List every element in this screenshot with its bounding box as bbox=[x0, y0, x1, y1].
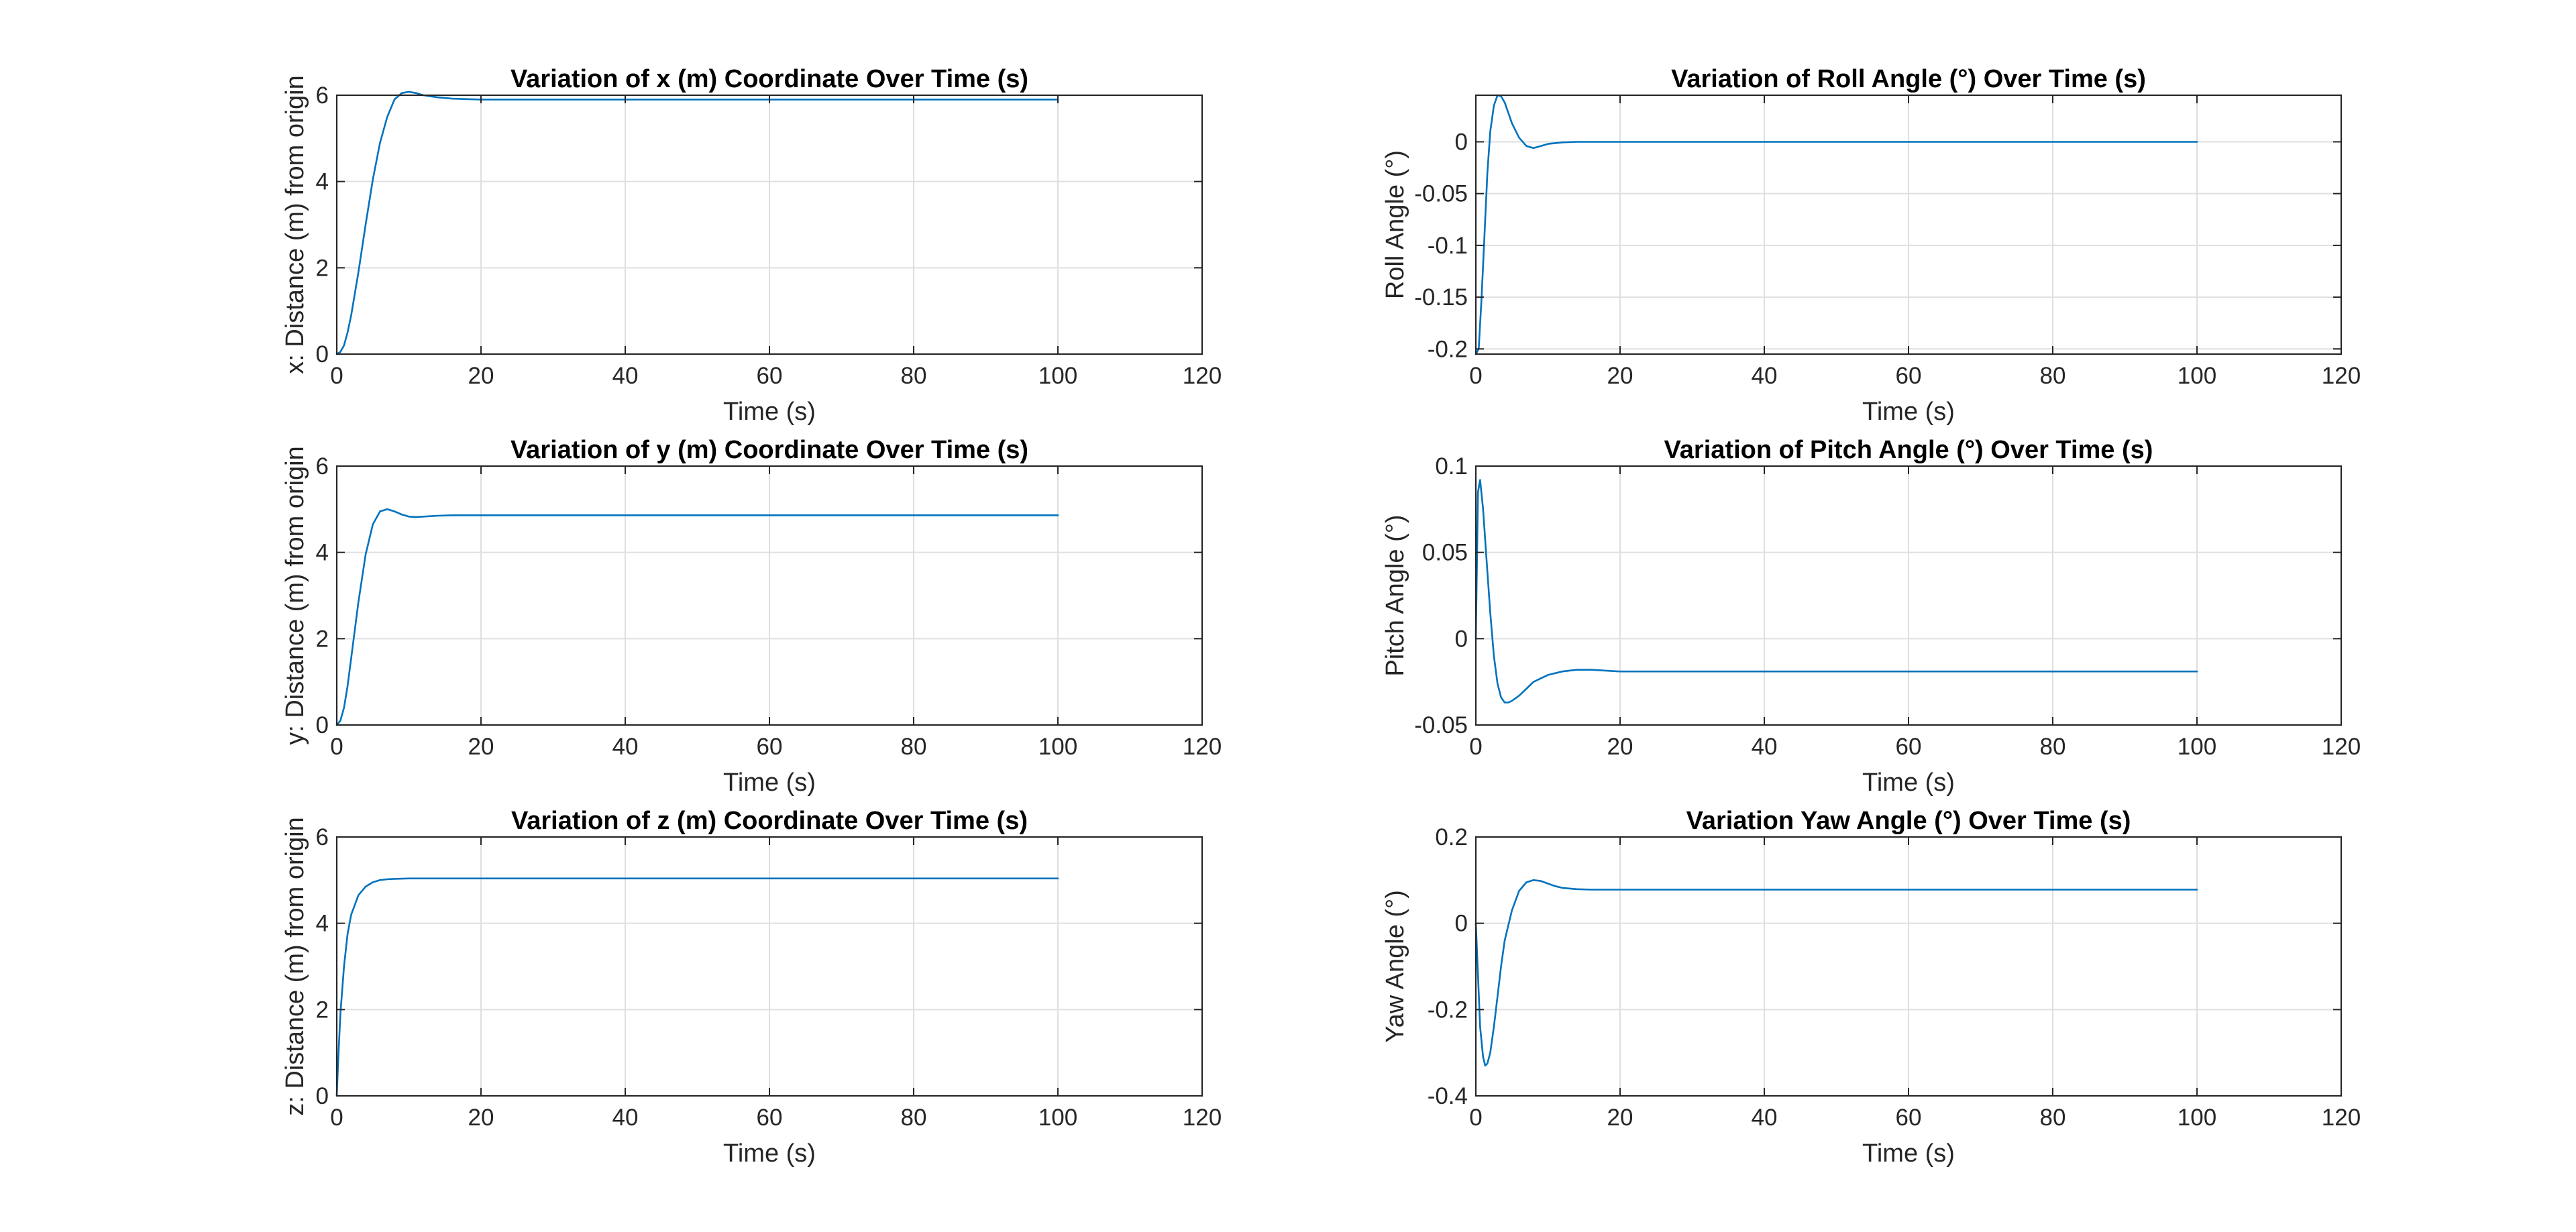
series-line-z bbox=[335, 877, 1059, 1097]
x-tick-label: 120 bbox=[1183, 734, 1222, 760]
y-axis-label: x: Distance (m) from origin bbox=[281, 75, 309, 374]
x-tick-label: 60 bbox=[1896, 363, 1922, 389]
x-tick-label: 60 bbox=[1896, 1105, 1922, 1131]
x-axis-label: Time (s) bbox=[723, 398, 816, 426]
x-tick-label: 20 bbox=[468, 1105, 494, 1131]
y-axis-label: y: Distance (m) from origin bbox=[281, 446, 309, 745]
x-tick-label: 40 bbox=[1752, 363, 1778, 389]
x-tick-label: 80 bbox=[2040, 734, 2066, 760]
x-tick-label: 100 bbox=[2178, 1105, 2216, 1131]
x-tick-label: 120 bbox=[2322, 734, 2361, 760]
y-tick-label: 4 bbox=[316, 169, 329, 195]
y-tick-label: 0 bbox=[1455, 626, 1468, 652]
x-tick-label: 20 bbox=[468, 363, 494, 389]
series-line-y bbox=[335, 508, 1059, 726]
x-axis-label: Time (s) bbox=[723, 769, 816, 797]
x-tick-label: 40 bbox=[1752, 1105, 1778, 1131]
y-axis-label: Pitch Angle (°) bbox=[1381, 514, 1409, 676]
y-tick-label: 6 bbox=[316, 82, 329, 109]
chart-z: 0 20 40 60 80 100 120 0 2 4 6 Variation of z (m) Co… bbox=[281, 807, 1222, 1168]
chart-y: 0 20 40 60 80 100 120 0 2 4 6 Variation of y (m) Co… bbox=[281, 436, 1222, 797]
x-tick-label: 40 bbox=[612, 734, 639, 760]
x-tick-label: 0 bbox=[1469, 734, 1482, 760]
y-tick-label: -0.1 bbox=[1428, 233, 1468, 259]
y-tick-label: 2 bbox=[316, 626, 329, 652]
y-tick-label: -0.15 bbox=[1414, 284, 1468, 311]
chart-title: Variation of Pitch Angle (°) Over Time (… bbox=[1664, 436, 2153, 464]
x-tick-label: 120 bbox=[2322, 1105, 2361, 1131]
y-tick-label: 0 bbox=[316, 341, 329, 368]
x-tick-label: 100 bbox=[2178, 734, 2216, 760]
x-tick-label: 60 bbox=[757, 363, 783, 389]
y-tick-label: -0.2 bbox=[1428, 997, 1468, 1023]
x-tick-label: 100 bbox=[2178, 363, 2216, 389]
chart-roll: 0 20 40 60 80 100 120 -0.2 -0.15 -0.1 -0.05 0 Variat… bbox=[1381, 65, 2361, 426]
chart-yaw: 0 20 40 60 80 100 120 -0.4 -0.2 0 0.2 Variation Yaw… bbox=[1381, 807, 2361, 1168]
x-axis-label: Time (s) bbox=[1862, 769, 1955, 797]
x-tick-label: 80 bbox=[901, 734, 927, 760]
x-tick-label: 40 bbox=[612, 1105, 639, 1131]
y-tick-label: -0.05 bbox=[1414, 712, 1468, 738]
chart-title: Variation Yaw Angle (°) Over Time (s) bbox=[1686, 807, 2131, 835]
y-tick-label: -0.4 bbox=[1428, 1083, 1468, 1109]
x-tick-label: 100 bbox=[1038, 734, 1077, 760]
y-tick-label: -0.2 bbox=[1428, 336, 1468, 362]
x-tick-label: 20 bbox=[1607, 1105, 1633, 1131]
y-tick-label: 0.1 bbox=[1435, 453, 1468, 480]
x-tick-label: 0 bbox=[330, 363, 343, 389]
x-tick-label: 40 bbox=[1752, 734, 1778, 760]
x-axis-label: Time (s) bbox=[1862, 1139, 1955, 1168]
x-tick-label: 0 bbox=[1469, 1105, 1482, 1131]
x-tick-label: 120 bbox=[2322, 363, 2361, 389]
x-tick-label: 0 bbox=[330, 734, 343, 760]
y-tick-label: 0.2 bbox=[1435, 824, 1468, 850]
x-axis-label: Time (s) bbox=[1862, 398, 1955, 426]
y-tick-label: 0 bbox=[316, 1083, 329, 1109]
y-axis-label: Yaw Angle (°) bbox=[1381, 890, 1409, 1043]
x-tick-label: 20 bbox=[1607, 734, 1633, 760]
x-tick-label: 40 bbox=[612, 363, 639, 389]
x-tick-label: 60 bbox=[1896, 734, 1922, 760]
x-tick-label: 100 bbox=[1038, 1105, 1077, 1131]
x-tick-label: 80 bbox=[2040, 363, 2066, 389]
x-tick-label: 80 bbox=[901, 1105, 927, 1131]
x-axis-label: Time (s) bbox=[723, 1139, 816, 1168]
x-tick-label: 100 bbox=[1038, 363, 1077, 389]
series-line-pitch bbox=[1474, 479, 2198, 704]
series-line-x bbox=[335, 91, 1059, 355]
y-axis-label: z: Distance (m) from origin bbox=[281, 817, 309, 1116]
y-tick-label: 2 bbox=[316, 255, 329, 281]
x-tick-label: 120 bbox=[1183, 363, 1222, 389]
y-tick-label: 0 bbox=[1455, 911, 1468, 937]
chart-x: 0 20 40 60 80 100 120 0 2 4 6 Variation of x (m) Co… bbox=[281, 65, 1222, 426]
y-tick-label: 2 bbox=[316, 997, 329, 1023]
y-tick-label: 0 bbox=[1455, 129, 1468, 155]
y-tick-label: 0 bbox=[316, 712, 329, 738]
x-tick-label: 80 bbox=[2040, 1105, 2066, 1131]
chart-title: Variation of Roll Angle (°) Over Time (s… bbox=[1671, 65, 2146, 93]
x-tick-label: 80 bbox=[901, 363, 927, 389]
x-tick-label: 20 bbox=[1607, 363, 1633, 389]
y-tick-label: 4 bbox=[316, 540, 329, 566]
x-tick-label: 60 bbox=[757, 734, 783, 760]
x-tick-label: 120 bbox=[1183, 1105, 1222, 1131]
series-line-roll bbox=[1474, 94, 2198, 355]
chart-title: Variation of y (m) Coordinate Over Time … bbox=[511, 436, 1028, 464]
y-tick-label: 6 bbox=[316, 453, 329, 480]
chart-title: Variation of x (m) Coordinate Over Time … bbox=[511, 65, 1028, 93]
chart-title: Variation of z (m) Coordinate Over Time … bbox=[511, 807, 1028, 835]
x-tick-label: 0 bbox=[1469, 363, 1482, 389]
x-tick-label: 0 bbox=[330, 1105, 343, 1131]
y-tick-label: 4 bbox=[316, 911, 329, 937]
x-tick-label: 60 bbox=[757, 1105, 783, 1131]
y-tick-label: 0.05 bbox=[1422, 540, 1468, 566]
series-line-yaw bbox=[1474, 879, 2198, 1067]
y-tick-label: -0.05 bbox=[1414, 181, 1468, 207]
y-tick-label: 6 bbox=[316, 824, 329, 850]
x-tick-label: 20 bbox=[468, 734, 494, 760]
y-axis-label: Roll Angle (°) bbox=[1381, 150, 1409, 299]
